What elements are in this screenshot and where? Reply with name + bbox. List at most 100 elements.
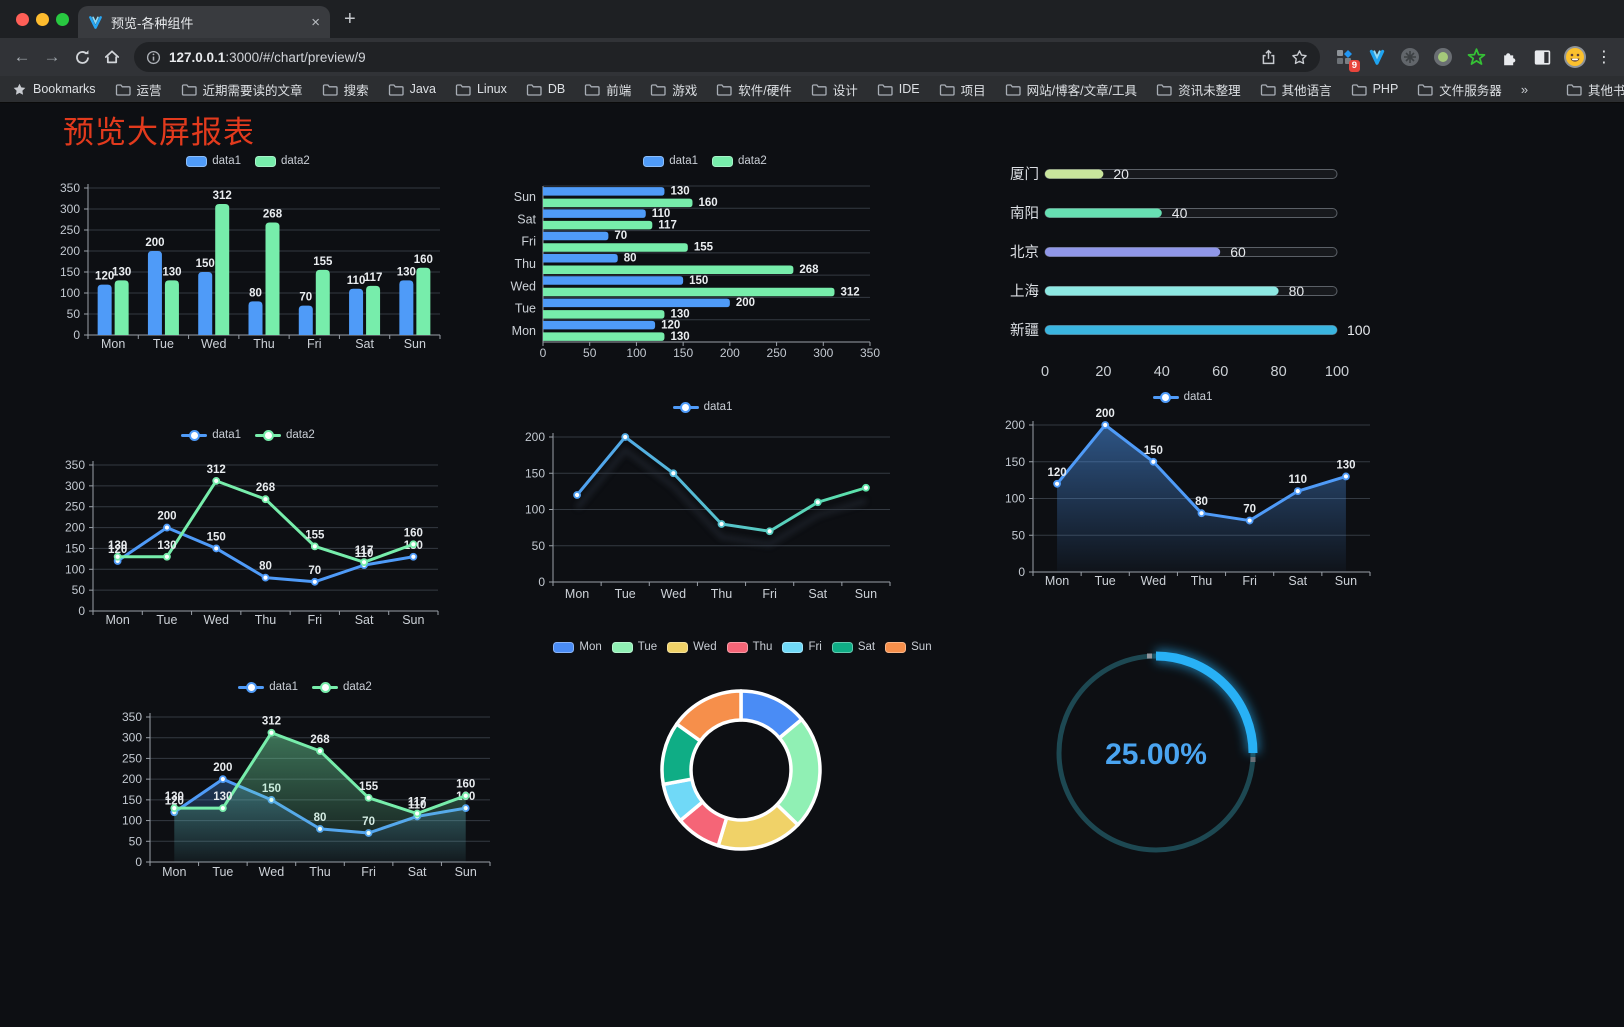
bookmark-folder-item[interactable]: 搜索 [322, 80, 369, 99]
svg-text:Sat: Sat [408, 865, 427, 879]
svg-text:Sat: Sat [808, 587, 827, 601]
legend-item-data2[interactable]: data2 [312, 681, 372, 693]
legend-item-data1[interactable]: data1 [672, 401, 733, 413]
line-gradient-canvas[interactable]: 0 50 100 150 200 Mon Tue Wed Thu Fri Sat Sun [505, 418, 900, 614]
legend-item-Fri[interactable]: Fri [782, 641, 822, 653]
legend-item-data1[interactable]: data1 [181, 429, 241, 441]
legend-item-data1[interactable]: data1 [238, 681, 298, 693]
svg-text:Mon: Mon [162, 865, 186, 879]
zoom-window-button[interactable] [56, 13, 69, 26]
legend-item-Sat[interactable]: Sat [831, 641, 875, 653]
svg-text:250: 250 [122, 751, 142, 765]
url-text[interactable]: 127.0.0.1:3000/#/chart/preview/9 [169, 50, 366, 65]
minimize-window-button[interactable] [36, 13, 49, 26]
bookmark-folder-item[interactable]: 前端 [584, 80, 631, 99]
legend-chip [553, 641, 575, 653]
svg-text:Sat: Sat [355, 613, 374, 627]
bookmark-folder-item[interactable]: PHP [1351, 82, 1398, 96]
forward-button[interactable]: → [43, 47, 61, 66]
bookmark-folder-item[interactable]: 网站/博客/文章/工具 [1005, 80, 1137, 99]
bookmark-folder-item[interactable]: IDE [877, 82, 920, 96]
svg-text:80: 80 [1289, 283, 1305, 299]
v-logo-extension-icon[interactable] [1365, 45, 1389, 69]
green-star-extension-icon[interactable] [1464, 45, 1488, 69]
share-icon[interactable] [1260, 49, 1277, 66]
bookmark-folder-item[interactable]: 资讯未整理 [1156, 80, 1241, 99]
extensions-row: 9 [1328, 45, 1616, 72]
legend-item-data2[interactable]: data2 [712, 155, 767, 167]
bookmark-star-icon[interactable] [1291, 49, 1308, 66]
svg-text:Sun: Sun [455, 865, 477, 879]
bookmark-folder-label: 运营 [136, 83, 162, 98]
legend-item-data2[interactable]: data2 [255, 155, 310, 167]
legend-item-Mon[interactable]: Mon [553, 641, 602, 653]
svg-text:Wed: Wed [1141, 574, 1167, 588]
extensions-puzzle-icon[interactable] [1497, 45, 1521, 69]
dark-circle-extension-icon[interactable] [1398, 45, 1422, 69]
sidebar-toggle-icon[interactable] [1530, 45, 1554, 69]
svg-text:268: 268 [263, 208, 283, 220]
svg-text:312: 312 [213, 190, 232, 202]
line-dual-canvas[interactable]: 0 50 100 150 200 250 300 350 Mon Tue Wed Thu Fri Sat S… [48, 446, 448, 639]
other-bookmarks-label: 其他书签 [1588, 83, 1624, 98]
tab-favicon [89, 15, 102, 29]
bookmark-folder-item[interactable]: 近期需要读的文章 [181, 80, 303, 99]
progress-bars-canvas[interactable]: 厦门 20 南阳 40 北京 60 上海 80 新疆 100 0 20 40 60 80 100 [995, 150, 1373, 390]
line-area-canvas[interactable]: 0 50 100 150 200 Mon Tue Wed Thu Fri Sat Sun 120 200 1… [985, 408, 1380, 601]
other-bookmarks-item[interactable]: 其他书签 [1566, 80, 1624, 99]
bookmark-folder-label: 文件服务器 [1439, 83, 1502, 98]
bar-vertical-canvas[interactable]: 0 50 100 150 200 250 300 350 Mon Tue Wed Thu Fri Sat S… [48, 172, 448, 365]
svg-text:200: 200 [65, 521, 85, 535]
address-bar[interactable]: 127.0.0.1:3000/#/chart/preview/9 [134, 42, 1320, 72]
new-tab-button[interactable]: + [344, 8, 356, 30]
bookmark-folder-item[interactable]: 设计 [811, 80, 858, 99]
bookmark-folder-item[interactable]: 软件/硬件 [716, 80, 792, 99]
legend-item-data1[interactable]: data1 [643, 155, 698, 167]
bookmark-folder-item[interactable]: 运营 [115, 80, 162, 99]
legend-item-Sun[interactable]: Sun [885, 641, 932, 653]
svg-text:312: 312 [840, 286, 859, 298]
bookmark-folder-item[interactable]: 文件服务器 [1417, 80, 1502, 99]
site-info-icon[interactable] [146, 50, 161, 65]
bookmarks-manager-item[interactable]: Bookmarks [12, 82, 96, 97]
green-dot-extension-icon[interactable] [1431, 45, 1455, 69]
legend-label: data1 [703, 401, 733, 413]
bookmark-folder-item[interactable]: DB [526, 82, 565, 96]
legend-label: Thu [752, 641, 773, 653]
legend-item-Tue[interactable]: Tue [611, 641, 657, 653]
tab-close-icon[interactable]: × [311, 13, 320, 31]
bookmarks-overflow-chevron[interactable]: » [1520, 81, 1529, 97]
reload-button[interactable] [68, 43, 96, 71]
close-window-button[interactable] [16, 13, 29, 26]
legend-item-data1[interactable]: data1 [1152, 391, 1212, 403]
svg-text:130: 130 [670, 331, 689, 343]
legend-item-data1[interactable]: data1 [186, 155, 241, 167]
svg-text:50: 50 [583, 346, 597, 360]
donut-canvas[interactable] [545, 658, 940, 889]
bookmark-folder-item[interactable]: Java [388, 82, 436, 96]
menu-kebab-icon[interactable]: ⋮ [1596, 49, 1612, 66]
home-button[interactable] [98, 43, 126, 71]
legend-item-Thu[interactable]: Thu [726, 641, 773, 653]
tab-manager-extension-icon[interactable]: 9 [1332, 45, 1360, 72]
gauge-canvas[interactable]: 25.00% [1010, 632, 1310, 887]
svg-text:Fri: Fri [762, 587, 777, 601]
bookmark-folder-item[interactable]: 项目 [939, 80, 986, 99]
svg-text:160: 160 [414, 254, 433, 266]
legend-item-data2[interactable]: data2 [255, 429, 315, 441]
bookmark-folder-item[interactable]: Linux [455, 82, 507, 96]
profile-avatar-emoji[interactable] [1563, 45, 1587, 69]
browser-tab[interactable]: 预览-各种组件 × [78, 6, 330, 38]
bookmark-folder-item[interactable]: 其他语言 [1260, 80, 1332, 99]
back-button[interactable]: ← [13, 47, 31, 66]
svg-text:200: 200 [525, 430, 545, 444]
bookmark-folder-item[interactable]: 游戏 [650, 80, 697, 99]
folder-icon [1351, 83, 1367, 96]
svg-text:0: 0 [1018, 565, 1025, 579]
legend-label: Fri [808, 641, 822, 653]
line-dual-area-canvas[interactable]: 0 50 100 150 200 250 300 350 Mon Tue Wed Thu Fri Sat S… [105, 698, 505, 891]
legend-item-Wed[interactable]: Wed [667, 641, 717, 653]
svg-text:130: 130 [157, 540, 176, 552]
dashboard-page: 预览大屏报表 data1 data2 0 50 100 150 200 250 300 350 Mo… [0, 103, 1624, 1027]
